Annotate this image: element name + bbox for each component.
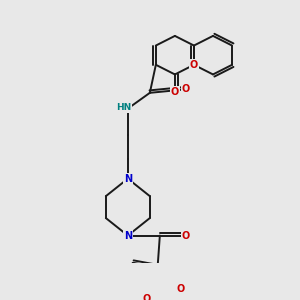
Text: N: N (124, 231, 132, 241)
Text: O: O (182, 231, 190, 241)
Text: O: O (182, 84, 190, 94)
Text: O: O (177, 284, 185, 294)
Text: O: O (171, 87, 179, 97)
Text: O: O (190, 60, 198, 70)
Text: O: O (142, 294, 151, 300)
Text: HN: HN (116, 103, 131, 112)
Text: N: N (124, 174, 132, 184)
